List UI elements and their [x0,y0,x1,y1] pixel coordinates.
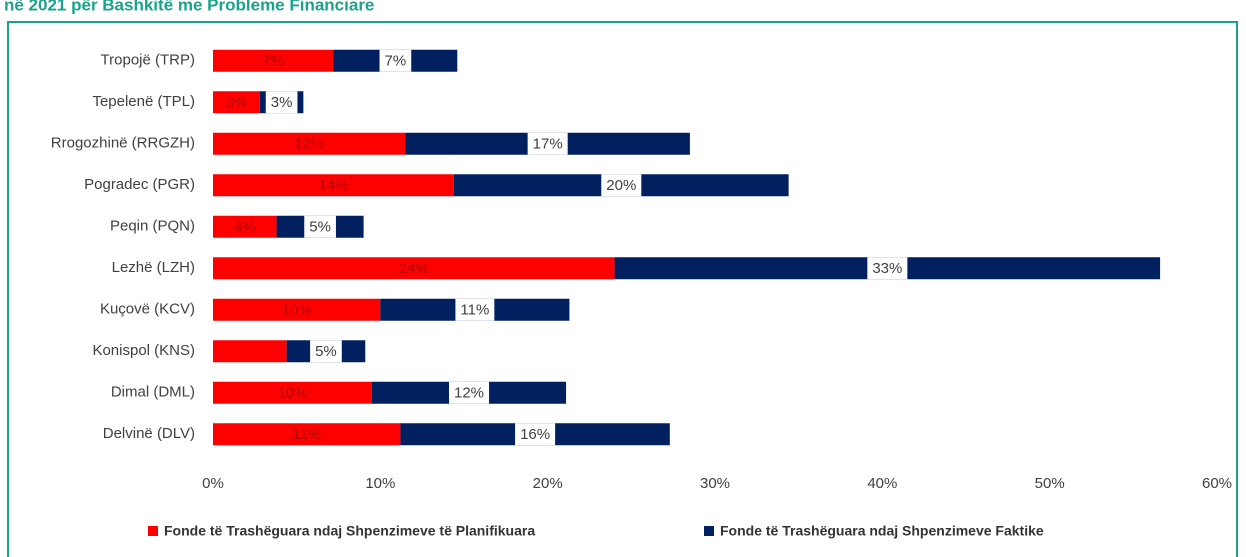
x-tick-label: 50% [1035,475,1065,492]
x-tick-label: 0% [202,475,224,492]
x-tick-label: 30% [700,475,730,492]
value-label: 12% [294,136,324,153]
value-label-bg [310,340,342,363]
y-tick-label: Dimal (DML) [111,384,195,401]
value-label-bg [449,381,490,404]
value-label: 11% [460,302,489,319]
value-label-bg [265,91,298,114]
bar-segment [213,340,287,363]
value-label: 5% [315,343,337,360]
bar-segment [213,132,406,155]
y-tick-label: Delvinë (DLV) [103,425,195,442]
value-label: 7% [385,53,407,70]
legend-swatch [704,526,714,536]
bar-segment [213,381,372,404]
y-tick-label: Pogradec (PGR) [84,176,195,193]
y-tick-label: Peqin (PQN) [110,218,195,235]
bar-segment [213,91,260,114]
bar-segment [213,423,401,446]
legend-swatch [148,526,158,536]
value-label: 3% [271,94,293,111]
bar-segment [213,215,277,238]
value-label: 7% [262,53,284,70]
y-tick-label: Rrogozhinë (RRGZH) [51,135,195,152]
x-tick-label: 60% [1202,475,1232,492]
y-tick-label: Konispol (KNS) [92,342,195,359]
value-label-bg [379,49,412,72]
x-tick-label: 40% [867,475,897,492]
value-label: 5% [309,219,331,236]
value-label: 12% [454,385,484,402]
value-label: 33% [872,260,902,277]
y-tick-label: Tepelenë (TPL) [92,93,195,110]
value-label-bg [527,132,568,155]
value-label: 10% [282,302,312,319]
y-tick-label: Kuçovë (KCV) [100,301,195,318]
x-tick-label: 10% [365,475,395,492]
value-label: 10% [277,385,307,402]
legend-label: Fonde të Trashëguara ndaj Shpenzimeve Fa… [720,523,1044,539]
value-label: 4% [234,219,256,236]
bar-segment [213,257,615,280]
value-label-bg [867,257,908,280]
value-label: 20% [606,177,636,194]
y-tick-label: Lezhë (LZH) [112,259,195,276]
bar-segment [213,174,454,197]
chart-title: në 2021 për Bashkitë me Probleme Financi… [4,0,374,14]
y-tick-label: Tropojë (TRP) [101,52,195,69]
value-label: 3% [226,94,248,111]
value-label-bg [601,174,642,197]
value-label: 11% [292,426,321,443]
value-label: 16% [520,426,550,443]
legend-label: Fonde të Trashëguara ndaj Shpenzimeve të… [164,523,535,539]
bar-segment [213,49,334,72]
value-label: 14% [318,177,348,194]
value-label-bg [515,423,556,446]
bar-segment [213,298,381,321]
x-tick-label: 20% [533,475,563,492]
value-label: 17% [533,136,563,153]
value-label-bg [455,298,495,321]
value-label: 24% [399,260,429,277]
value-label-bg [304,215,336,238]
frame [7,21,1238,557]
